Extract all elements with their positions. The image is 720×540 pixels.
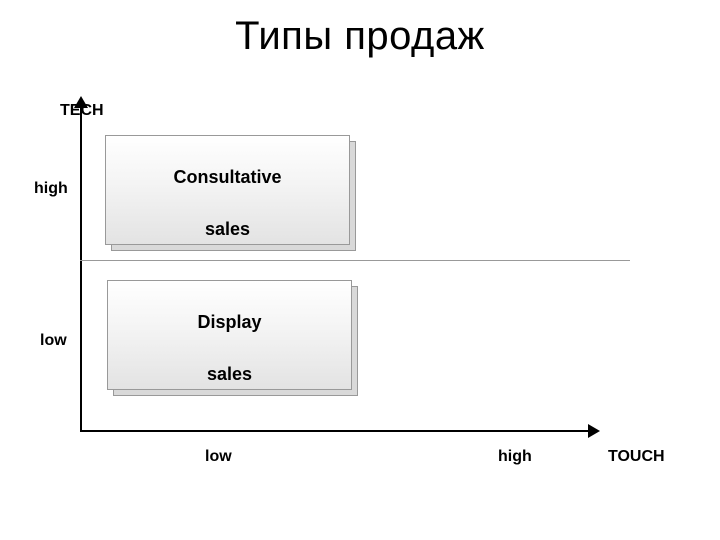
box-display: Display sales bbox=[107, 280, 352, 390]
y-tick-low: low bbox=[40, 332, 67, 350]
x-axis-arrow-icon bbox=[588, 424, 600, 438]
y-axis-title: TECH bbox=[60, 102, 104, 120]
y-axis-line bbox=[80, 102, 82, 432]
box-display-label: Display sales bbox=[197, 283, 261, 387]
box-consultative-label: Consultative sales bbox=[173, 138, 281, 242]
y-tick-high: high bbox=[34, 180, 68, 198]
box-consultative-line2: sales bbox=[205, 219, 250, 239]
box-display-line1: Display bbox=[197, 312, 261, 332]
page-title: Типы продаж bbox=[0, 14, 720, 59]
box-consultative-line1: Consultative bbox=[173, 167, 281, 187]
x-axis-line bbox=[80, 430, 590, 432]
box-display-line2: sales bbox=[207, 364, 252, 384]
box-consultative: Consultative sales bbox=[105, 135, 350, 245]
plot-divider bbox=[80, 260, 630, 261]
x-axis-title: TOUCH bbox=[608, 448, 665, 466]
x-tick-low: low bbox=[205, 448, 232, 466]
x-tick-high: high bbox=[498, 448, 532, 466]
